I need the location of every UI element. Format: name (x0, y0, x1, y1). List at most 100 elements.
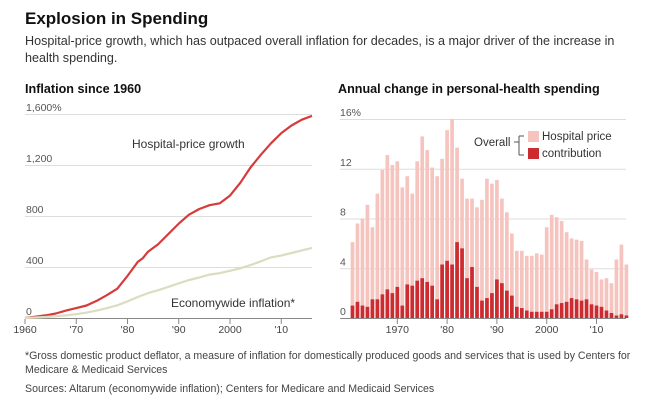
sources: Sources: Altarum (economywide inflation)… (25, 383, 435, 395)
y-tick-label: 0 (26, 306, 32, 318)
x-tick-label: '70 (69, 324, 83, 336)
bar-overall (574, 239, 579, 318)
footnote: *Gross domestic product deflator, a meas… (25, 350, 631, 376)
bar-contribution (365, 306, 370, 318)
bar-overall (420, 136, 425, 318)
bar-contribution (490, 293, 494, 319)
bar-contribution (420, 278, 425, 318)
bar-overall (549, 214, 554, 318)
bar-overall (410, 193, 415, 319)
bar-overall (465, 198, 469, 318)
x-tick-label: 1960 (13, 324, 37, 336)
legend-swatch-hospital (528, 131, 539, 142)
right-panel-title: Annual change in personal-health spendin… (338, 82, 600, 96)
bar-overall (559, 220, 564, 318)
bar-overall (589, 269, 594, 318)
bar-contribution (435, 299, 439, 318)
bar-overall (584, 259, 589, 318)
bar-overall (579, 240, 584, 318)
bar-overall (534, 253, 539, 318)
bar-overall (355, 223, 360, 318)
bar-contribution (450, 264, 454, 318)
bar-contribution (529, 311, 534, 318)
bar-overall (375, 193, 380, 319)
bar-contribution (380, 294, 385, 318)
bar-overall (614, 259, 619, 318)
bar-contribution (470, 267, 474, 318)
bar-contribution (360, 305, 365, 318)
y-tick-label: 8 (340, 207, 346, 219)
bar-contribution (430, 285, 435, 318)
bar-overall (599, 279, 604, 318)
bar-contribution (534, 311, 539, 318)
bar-contribution (599, 306, 604, 318)
x-tick-label: 2000 (535, 324, 559, 336)
bar-contribution (579, 300, 584, 318)
bar-contribution (559, 303, 564, 318)
bar-contribution (594, 305, 599, 318)
bar-overall (569, 238, 574, 318)
series-line-0 (24, 114, 313, 320)
y-tick-label: 12 (340, 157, 352, 169)
x-tick-label: 1970 (386, 324, 410, 336)
legend-heading: Overall (474, 137, 510, 149)
bar-contribution (395, 286, 400, 318)
bar-contribution (564, 301, 569, 318)
bar-overall (524, 255, 529, 318)
bar-contribution (604, 310, 609, 318)
bar-contribution (544, 311, 549, 318)
bar-overall (519, 250, 524, 318)
bar-overall (539, 254, 544, 318)
bar-contribution (370, 299, 375, 318)
bar-contribution (624, 315, 629, 318)
bar-overall (400, 187, 405, 318)
bar-contribution (500, 283, 504, 318)
bar-contribution (385, 289, 390, 318)
x-tick-label: '10 (590, 324, 604, 336)
bar-overall (350, 242, 355, 318)
bar-contribution (390, 293, 395, 319)
bar-overall (544, 227, 549, 318)
bar-contribution (510, 295, 514, 318)
bar-contribution (355, 301, 360, 318)
bar-contribution (440, 264, 444, 318)
chart-title: Explosion in Spending (25, 9, 209, 28)
bar-contribution (480, 300, 484, 318)
bar-overall (529, 255, 534, 318)
bar-contribution (524, 310, 529, 318)
bar-contribution (465, 278, 469, 318)
bar-overall (604, 278, 609, 318)
series-line-1 (24, 246, 313, 320)
left-panel-title: Inflation since 1960 (25, 82, 142, 96)
bar-contribution (505, 290, 509, 318)
bar-overall (385, 155, 390, 318)
bar-overall (380, 169, 385, 318)
series-label-hospital: Hospital-price growth (132, 137, 245, 151)
bar-contribution (350, 305, 355, 318)
x-tick-label: '90 (172, 324, 186, 336)
series-label-economywide: Economywide inflation* (171, 296, 295, 310)
bar-overall (405, 176, 410, 318)
x-tick-label: '80 (440, 324, 454, 336)
y-tick-label: 1,200 (26, 153, 52, 165)
bar-overall (495, 179, 499, 318)
bar-overall (505, 212, 509, 318)
x-tick-label: 2000 (218, 324, 242, 336)
legend-label-hospital: Hospital price (542, 131, 612, 143)
bar-contribution (475, 286, 479, 318)
bar-overall (485, 178, 489, 318)
bar-overall (624, 264, 629, 318)
bar-contribution (589, 304, 594, 318)
y-tick-label: 800 (26, 204, 44, 216)
legend-label-contribution: contribution (542, 148, 601, 160)
bar-contribution (614, 315, 619, 318)
bar-contribution (584, 299, 589, 318)
x-tick-label: '90 (490, 324, 504, 336)
bar-contribution (405, 284, 410, 318)
chart-subtitle: Hospital-price growth, which has outpace… (25, 34, 615, 65)
bar-contribution (609, 313, 614, 318)
bar-contribution (554, 304, 559, 318)
y-tick-label: 4 (340, 256, 346, 268)
